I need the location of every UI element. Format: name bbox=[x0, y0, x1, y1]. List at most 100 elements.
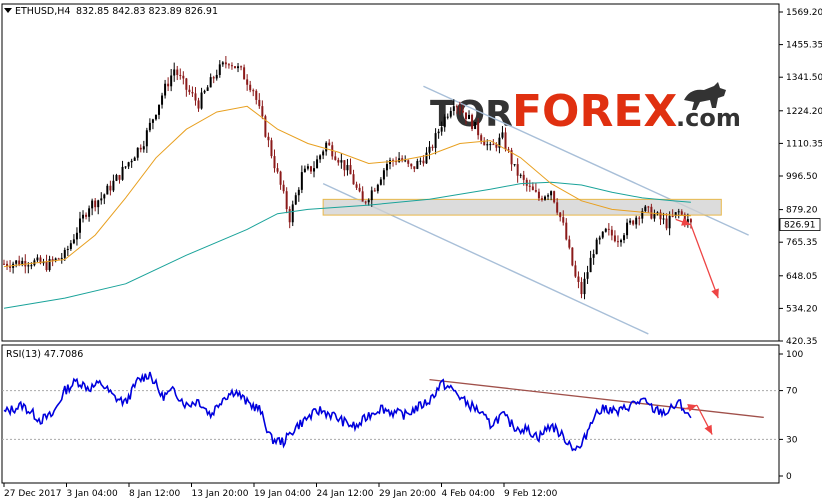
candle-body bbox=[209, 77, 212, 88]
candle-body bbox=[252, 90, 255, 92]
candle-body bbox=[616, 241, 619, 243]
candle-body bbox=[471, 114, 474, 129]
rsi-arrow-head bbox=[687, 404, 697, 412]
candle-body bbox=[300, 172, 303, 190]
price-tick-label: 534.20 bbox=[786, 304, 818, 314]
candle-body bbox=[337, 159, 340, 163]
candle-body bbox=[437, 131, 440, 134]
candle-body bbox=[18, 260, 21, 266]
candle-body bbox=[261, 106, 264, 117]
moving-average-slow-line bbox=[3, 181, 691, 309]
candle-body bbox=[303, 168, 306, 173]
price-forecast-arrows bbox=[675, 218, 719, 299]
candle-body bbox=[97, 200, 100, 208]
candle-body bbox=[404, 160, 407, 162]
candle-body bbox=[212, 77, 215, 79]
time-tick-label: 8 Jan 12:00 bbox=[129, 489, 181, 499]
candle-body bbox=[501, 132, 504, 138]
candle-body bbox=[51, 259, 54, 261]
candle-body bbox=[136, 147, 139, 158]
candle-body bbox=[69, 243, 72, 249]
candle-body bbox=[486, 144, 489, 146]
candle-body bbox=[379, 179, 382, 185]
candle-body bbox=[431, 146, 434, 149]
candle-body bbox=[619, 240, 622, 243]
price-y-axis: 1569.20 1455.35 1341.50 1224.20 1110.35 996.5… bbox=[779, 8, 822, 347]
candle-body bbox=[233, 66, 236, 69]
candle-body bbox=[382, 170, 385, 180]
candle-body bbox=[498, 137, 501, 148]
candle-body bbox=[534, 190, 537, 192]
price-tick-label: 1224.20 bbox=[786, 107, 822, 117]
candle-body bbox=[100, 198, 103, 201]
candle-body bbox=[516, 164, 519, 176]
candle-body bbox=[373, 190, 376, 192]
symbol-label: ETHUSD,H4 bbox=[15, 6, 70, 17]
candle-body bbox=[662, 218, 665, 220]
candle-body bbox=[425, 152, 428, 164]
candle-body bbox=[504, 132, 507, 150]
candle-body bbox=[258, 99, 261, 107]
candle-body bbox=[215, 74, 218, 79]
candle-body bbox=[677, 211, 680, 213]
price-tick-label: 1455.35 bbox=[786, 41, 822, 51]
candle-body bbox=[158, 104, 161, 115]
candle-body bbox=[525, 179, 528, 186]
candle-body bbox=[389, 160, 391, 165]
candle-body bbox=[179, 75, 182, 77]
candle-body bbox=[419, 160, 422, 162]
candle-body bbox=[492, 144, 495, 146]
time-tick-label: 9 Feb 12:00 bbox=[504, 489, 558, 499]
candle-body bbox=[154, 114, 157, 120]
candle-body bbox=[94, 200, 97, 208]
candle-body bbox=[644, 206, 647, 212]
candle-body bbox=[550, 191, 553, 196]
candle-body bbox=[306, 166, 309, 169]
candle-body bbox=[446, 116, 449, 118]
candle-body bbox=[544, 196, 547, 200]
candle-body bbox=[57, 258, 60, 260]
price-header: ETHUSD,H4 832.85 842.83 823.89 826.91 bbox=[4, 6, 218, 17]
candle-body bbox=[127, 162, 130, 167]
candle-body bbox=[583, 278, 586, 295]
candle-body bbox=[36, 257, 39, 261]
candle-body bbox=[221, 62, 224, 65]
rsi-tick-label: 100 bbox=[786, 350, 803, 360]
candle-body bbox=[449, 110, 452, 117]
candle-body bbox=[668, 215, 671, 229]
candle-body bbox=[689, 219, 692, 223]
candle-body bbox=[276, 168, 279, 172]
candle-body bbox=[30, 265, 33, 267]
candle-body bbox=[75, 232, 78, 240]
candle-body bbox=[173, 69, 176, 76]
candle-body bbox=[148, 122, 151, 131]
candle-body bbox=[385, 164, 388, 171]
time-tick-label: 19 Jan 04:00 bbox=[254, 489, 311, 499]
candle-body bbox=[577, 276, 580, 282]
candle-body bbox=[474, 122, 477, 129]
candle-body bbox=[376, 184, 379, 192]
candle-body bbox=[48, 259, 51, 271]
candle-body bbox=[683, 214, 686, 223]
candle-body bbox=[164, 83, 167, 96]
candle-body bbox=[121, 166, 124, 180]
candle-body bbox=[3, 263, 5, 265]
candle-body bbox=[285, 191, 288, 210]
candle-body bbox=[309, 166, 312, 172]
resistance-zone bbox=[322, 198, 722, 216]
time-tick-label: 29 Jan 20:00 bbox=[379, 489, 436, 499]
price-tick-label: 1110.35 bbox=[786, 139, 822, 149]
rsi-tick-label: 0 bbox=[786, 472, 792, 482]
candle-body bbox=[161, 95, 164, 105]
candle-body bbox=[15, 260, 18, 264]
candle-body bbox=[264, 116, 267, 137]
candle-body bbox=[237, 66, 240, 69]
candle-body bbox=[72, 239, 75, 244]
candle-body bbox=[665, 218, 668, 229]
candle-body bbox=[562, 217, 565, 223]
candle-body bbox=[586, 272, 589, 279]
dropdown-triangle-icon[interactable] bbox=[4, 8, 12, 13]
candle-body bbox=[531, 186, 534, 191]
candle-body bbox=[613, 235, 616, 242]
candle-body bbox=[434, 133, 437, 149]
